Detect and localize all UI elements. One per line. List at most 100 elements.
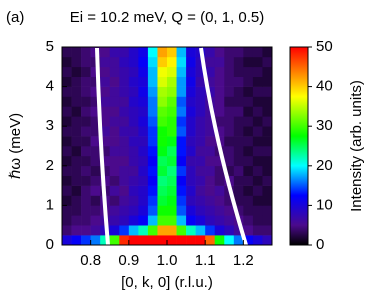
heatmap-cell [224, 57, 234, 67]
heatmap-cell [186, 47, 196, 57]
heatmap-cell [157, 176, 167, 186]
heatmap-cell [129, 196, 139, 206]
heatmap-cell [243, 156, 253, 166]
heatmap-cell [110, 97, 120, 107]
heatmap-cell [167, 106, 177, 116]
heatmap-cell [253, 235, 263, 245]
heatmap-cell [234, 176, 244, 186]
heatmap-cell [62, 116, 72, 126]
heatmap-cell [138, 156, 148, 166]
colorbar-label: Intensity (arb. units) [348, 80, 365, 212]
heatmap-cell [186, 136, 196, 146]
heatmap-cell [205, 196, 215, 206]
heatmap-cell [167, 205, 177, 215]
heatmap-cell [196, 225, 206, 235]
heatmap-cell [177, 87, 187, 97]
heatmap-cell [224, 116, 234, 126]
heatmap-cell [81, 106, 91, 116]
heatmap-cell [110, 225, 120, 235]
heatmap-cell [100, 106, 110, 116]
heatmap-cell [110, 215, 120, 225]
heatmap-cell [148, 146, 158, 156]
heatmap-cell [215, 106, 225, 116]
x-tick-label: 1.1 [195, 252, 216, 269]
heatmap-cell [243, 176, 253, 186]
heatmap-cell [62, 106, 72, 116]
heatmap-cell [243, 106, 253, 116]
heatmap-cell [119, 235, 129, 245]
heatmap-cell [196, 97, 206, 107]
heatmap-cell [253, 156, 263, 166]
heatmap-cell [81, 176, 91, 186]
heatmap-cell [81, 67, 91, 77]
heatmap-cell [253, 47, 263, 57]
heatmap-cell [177, 146, 187, 156]
heatmap-cell [167, 176, 177, 186]
heatmap-cell [129, 57, 139, 67]
heatmap-cell [167, 97, 177, 107]
heatmap-cell [119, 126, 129, 136]
heatmap-cell [129, 205, 139, 215]
heatmap-cell [129, 166, 139, 176]
heatmap-cell [253, 196, 263, 206]
heatmap-cell [148, 166, 158, 176]
chart-title: Ei = 10.2 meV, Q = (0, 1, 0.5) [70, 9, 265, 26]
heatmap-cell [243, 205, 253, 215]
heatmap-cell [148, 205, 158, 215]
colorbar-tick-label: 0 [316, 236, 324, 253]
heatmap-cell [81, 87, 91, 97]
heatmap-cell [177, 97, 187, 107]
heatmap-cell [110, 205, 120, 215]
heatmap-cell [81, 235, 91, 245]
heatmap-cell [215, 196, 225, 206]
heatmap-cell [81, 166, 91, 176]
heatmap-cell [186, 97, 196, 107]
heatmap-cell [167, 225, 177, 235]
heatmap-cell [157, 235, 167, 245]
heatmap-cell [253, 126, 263, 136]
heatmap-cell [110, 146, 120, 156]
heatmap-cell [72, 47, 82, 57]
heatmap-cell [186, 205, 196, 215]
heatmap-cell [148, 67, 158, 77]
heatmap-cell [167, 57, 177, 67]
heatmap-cell [110, 106, 120, 116]
heatmap-cell [91, 146, 101, 156]
heatmap-cell [186, 87, 196, 97]
heatmap-cell [110, 116, 120, 126]
heatmap-cell [157, 136, 167, 146]
heatmap-cell [81, 156, 91, 166]
heatmap-cell [253, 176, 263, 186]
heatmap-cell [262, 146, 272, 156]
heatmap-cell [205, 235, 215, 245]
heatmap-cell [81, 47, 91, 57]
heatmap-cell [138, 215, 148, 225]
heatmap-cell [243, 87, 253, 97]
heatmap-cell [215, 186, 225, 196]
x-tick-label: 0.9 [118, 252, 139, 269]
heatmap-cell [148, 97, 158, 107]
heatmap-cell [262, 166, 272, 176]
heatmap-cell [129, 77, 139, 87]
heatmap-cell [253, 166, 263, 176]
heatmap-cell [186, 166, 196, 176]
heatmap-cell [72, 146, 82, 156]
heatmap-cell [148, 196, 158, 206]
heatmap-cell [148, 47, 158, 57]
heatmap-cell [119, 47, 129, 57]
heatmap-cell [129, 186, 139, 196]
heatmap-cell [224, 67, 234, 77]
heatmap-cell [262, 225, 272, 235]
heatmap-cell [119, 205, 129, 215]
heatmap-cell [110, 77, 120, 87]
heatmap-cell [196, 136, 206, 146]
heatmap-cell [62, 176, 72, 186]
heatmap-cell [72, 176, 82, 186]
heatmap-cell [262, 235, 272, 245]
heatmap-cell [253, 215, 263, 225]
heatmap-cell [157, 126, 167, 136]
heatmap-cell [215, 67, 225, 77]
heatmap-cell [205, 186, 215, 196]
heatmap-cell [253, 136, 263, 146]
heatmap-cell [62, 215, 72, 225]
